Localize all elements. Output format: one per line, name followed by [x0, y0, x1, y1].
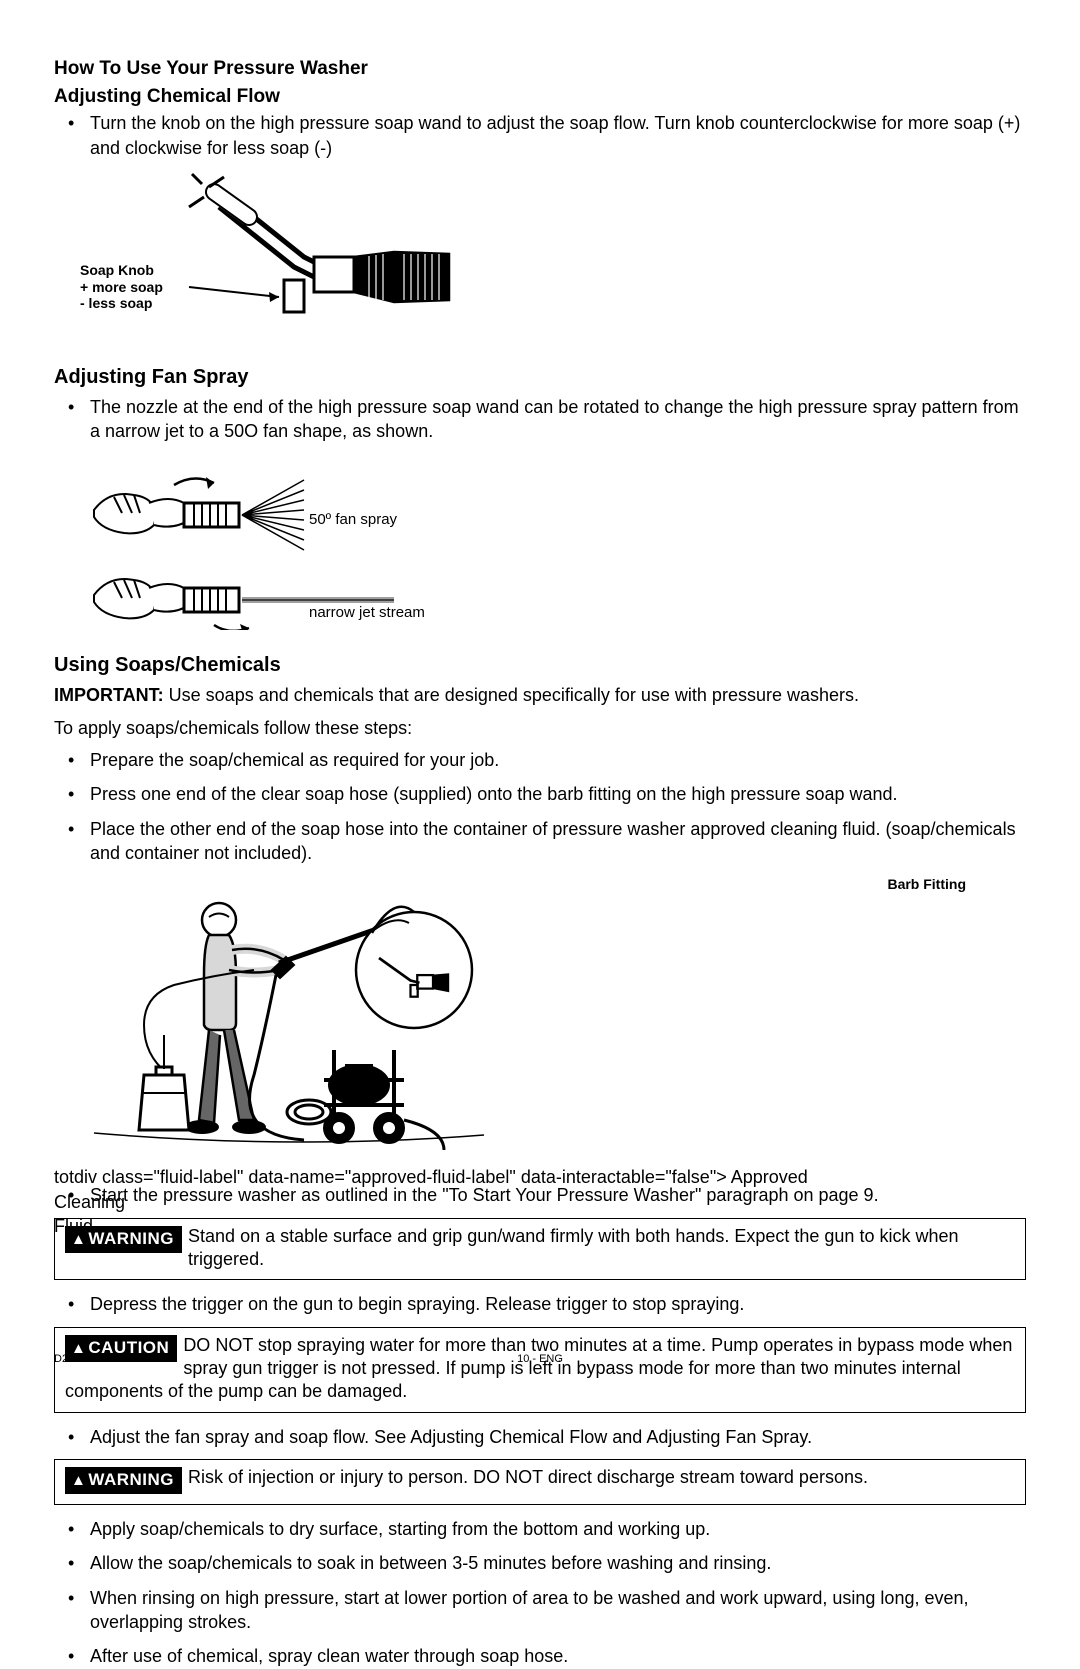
bullet-place-hose: Place the other end of the soap hose int… — [54, 817, 1026, 866]
apply-steps-intro: To apply soaps/chemicals follow these st… — [54, 716, 1026, 740]
important-note: IMPORTANT: Use soaps and chemicals that … — [54, 683, 1026, 707]
person-washer-illustration-icon — [54, 875, 524, 1165]
heading-using-soaps: Using Soaps/Chemicals — [54, 652, 1026, 679]
bullet-start-washer: Start the pressure washer as outlined in… — [54, 1183, 1026, 1207]
narrow-jet-label: narrow jet stream — [309, 603, 425, 623]
footer-doc-id: D24150 — [54, 1352, 93, 1367]
warning-2-text: Risk of injection or injury to person. D… — [65, 1466, 1015, 1489]
bullet-depress-trigger: Depress the trigger on the gun to begin … — [54, 1292, 1026, 1316]
caution-text: DO NOT stop spraying water for more than… — [65, 1334, 1015, 1404]
figure-soap-wand: Soap Knob + more soap - less soap — [54, 172, 1026, 342]
left-column: How To Use Your Pressure Washer Adjustin… — [54, 56, 1026, 1183]
bullet-after-use: After use of chemical, spray clean water… — [54, 1644, 1026, 1668]
bullet-allow-soak: Allow the soap/chemicals to soak in betw… — [54, 1551, 1026, 1575]
heading-adjusting-fan-spray: Adjusting Fan Spray — [54, 364, 1026, 391]
warning-box-2: ▲WARNING Risk of injection or injury to … — [54, 1459, 1026, 1505]
soap-knob-label: Soap Knob + more soap - less soap — [80, 262, 163, 312]
heading-how-to-use: How To Use Your Pressure Washer — [54, 56, 1026, 82]
fan-spray-label: 50º fan spray — [309, 510, 397, 530]
bullet-press-hose: Press one end of the clear soap hose (su… — [54, 782, 1026, 806]
figure-person-washer: Barb Fitting totdiv class="fluid-label" … — [54, 875, 1026, 1165]
bullet-turn-knob: Turn the knob on the high pressure soap … — [54, 111, 1026, 160]
right-column: Start the pressure washer as outlined in… — [54, 1183, 1026, 1668]
bullet-nozzle-rotate: The nozzle at the end of the high pressu… — [54, 395, 1026, 444]
spray-illustration-icon — [54, 455, 524, 630]
bullet-rinsing: When rinsing on high pressure, start at … — [54, 1586, 1026, 1635]
caution-box: ▲CAUTION DO NOT stop spraying water for … — [54, 1327, 1026, 1413]
barb-fitting-label: Barb Fitting — [887, 875, 966, 894]
page-footer: D24150 10 - ENG — [54, 1352, 1026, 1367]
bullet-apply-soap: Apply soap/chemicals to dry surface, sta… — [54, 1517, 1026, 1541]
heading-adjusting-chemical: Adjusting Chemical Flow — [54, 84, 1026, 110]
figure-fan-spray: 50º fan spray narrow jet stream — [54, 455, 1026, 630]
bullet-prepare-soap: Prepare the soap/chemical as required fo… — [54, 748, 1026, 772]
wand-illustration-icon — [54, 172, 524, 342]
warning-badge-2-icon: ▲WARNING — [65, 1467, 182, 1494]
bullet-adjust-fan: Adjust the fan spray and soap flow. See … — [54, 1425, 1026, 1449]
footer-page-number: 10 - ENG — [517, 1352, 563, 1367]
